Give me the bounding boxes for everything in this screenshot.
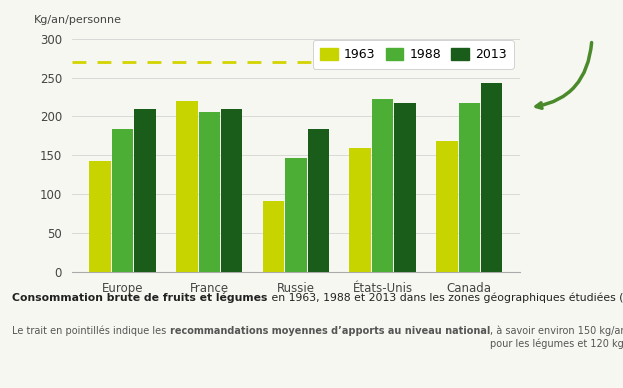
Bar [308,129,329,272]
Text: en 1963, 1988 et 2013 dans les zones géographiques étudiées (en kg/an/personne).: en 1963, 1988 et 2013 dans les zones géo… [268,293,623,303]
Bar [459,103,480,272]
Text: Consommation brute de fruits et légumes: Consommation brute de fruits et légumes [12,293,268,303]
Text: Kg/an/personne: Kg/an/personne [34,15,121,25]
Bar [350,148,371,272]
Bar [263,201,284,272]
Bar [221,109,242,272]
Bar [90,161,111,272]
Text: , à savoir environ 150 kg/an/personne
pour les légumes et 120 kg/an/personne pou: , à savoir environ 150 kg/an/personne po… [490,326,623,349]
Legend: 1963, 1988, 2013: 1963, 1988, 2013 [313,40,514,69]
Bar [135,109,156,272]
Bar [199,112,220,272]
Bar [372,99,393,272]
Bar [436,141,457,272]
Bar [176,101,197,272]
Text: recommandations moyennes d’apports au niveau national: recommandations moyennes d’apports au ni… [170,326,490,336]
Bar [112,129,133,272]
Bar [394,103,416,272]
Text: Le trait en pointillés indique les: Le trait en pointillés indique les [12,326,170,336]
Bar [285,158,307,272]
Bar [481,83,502,272]
